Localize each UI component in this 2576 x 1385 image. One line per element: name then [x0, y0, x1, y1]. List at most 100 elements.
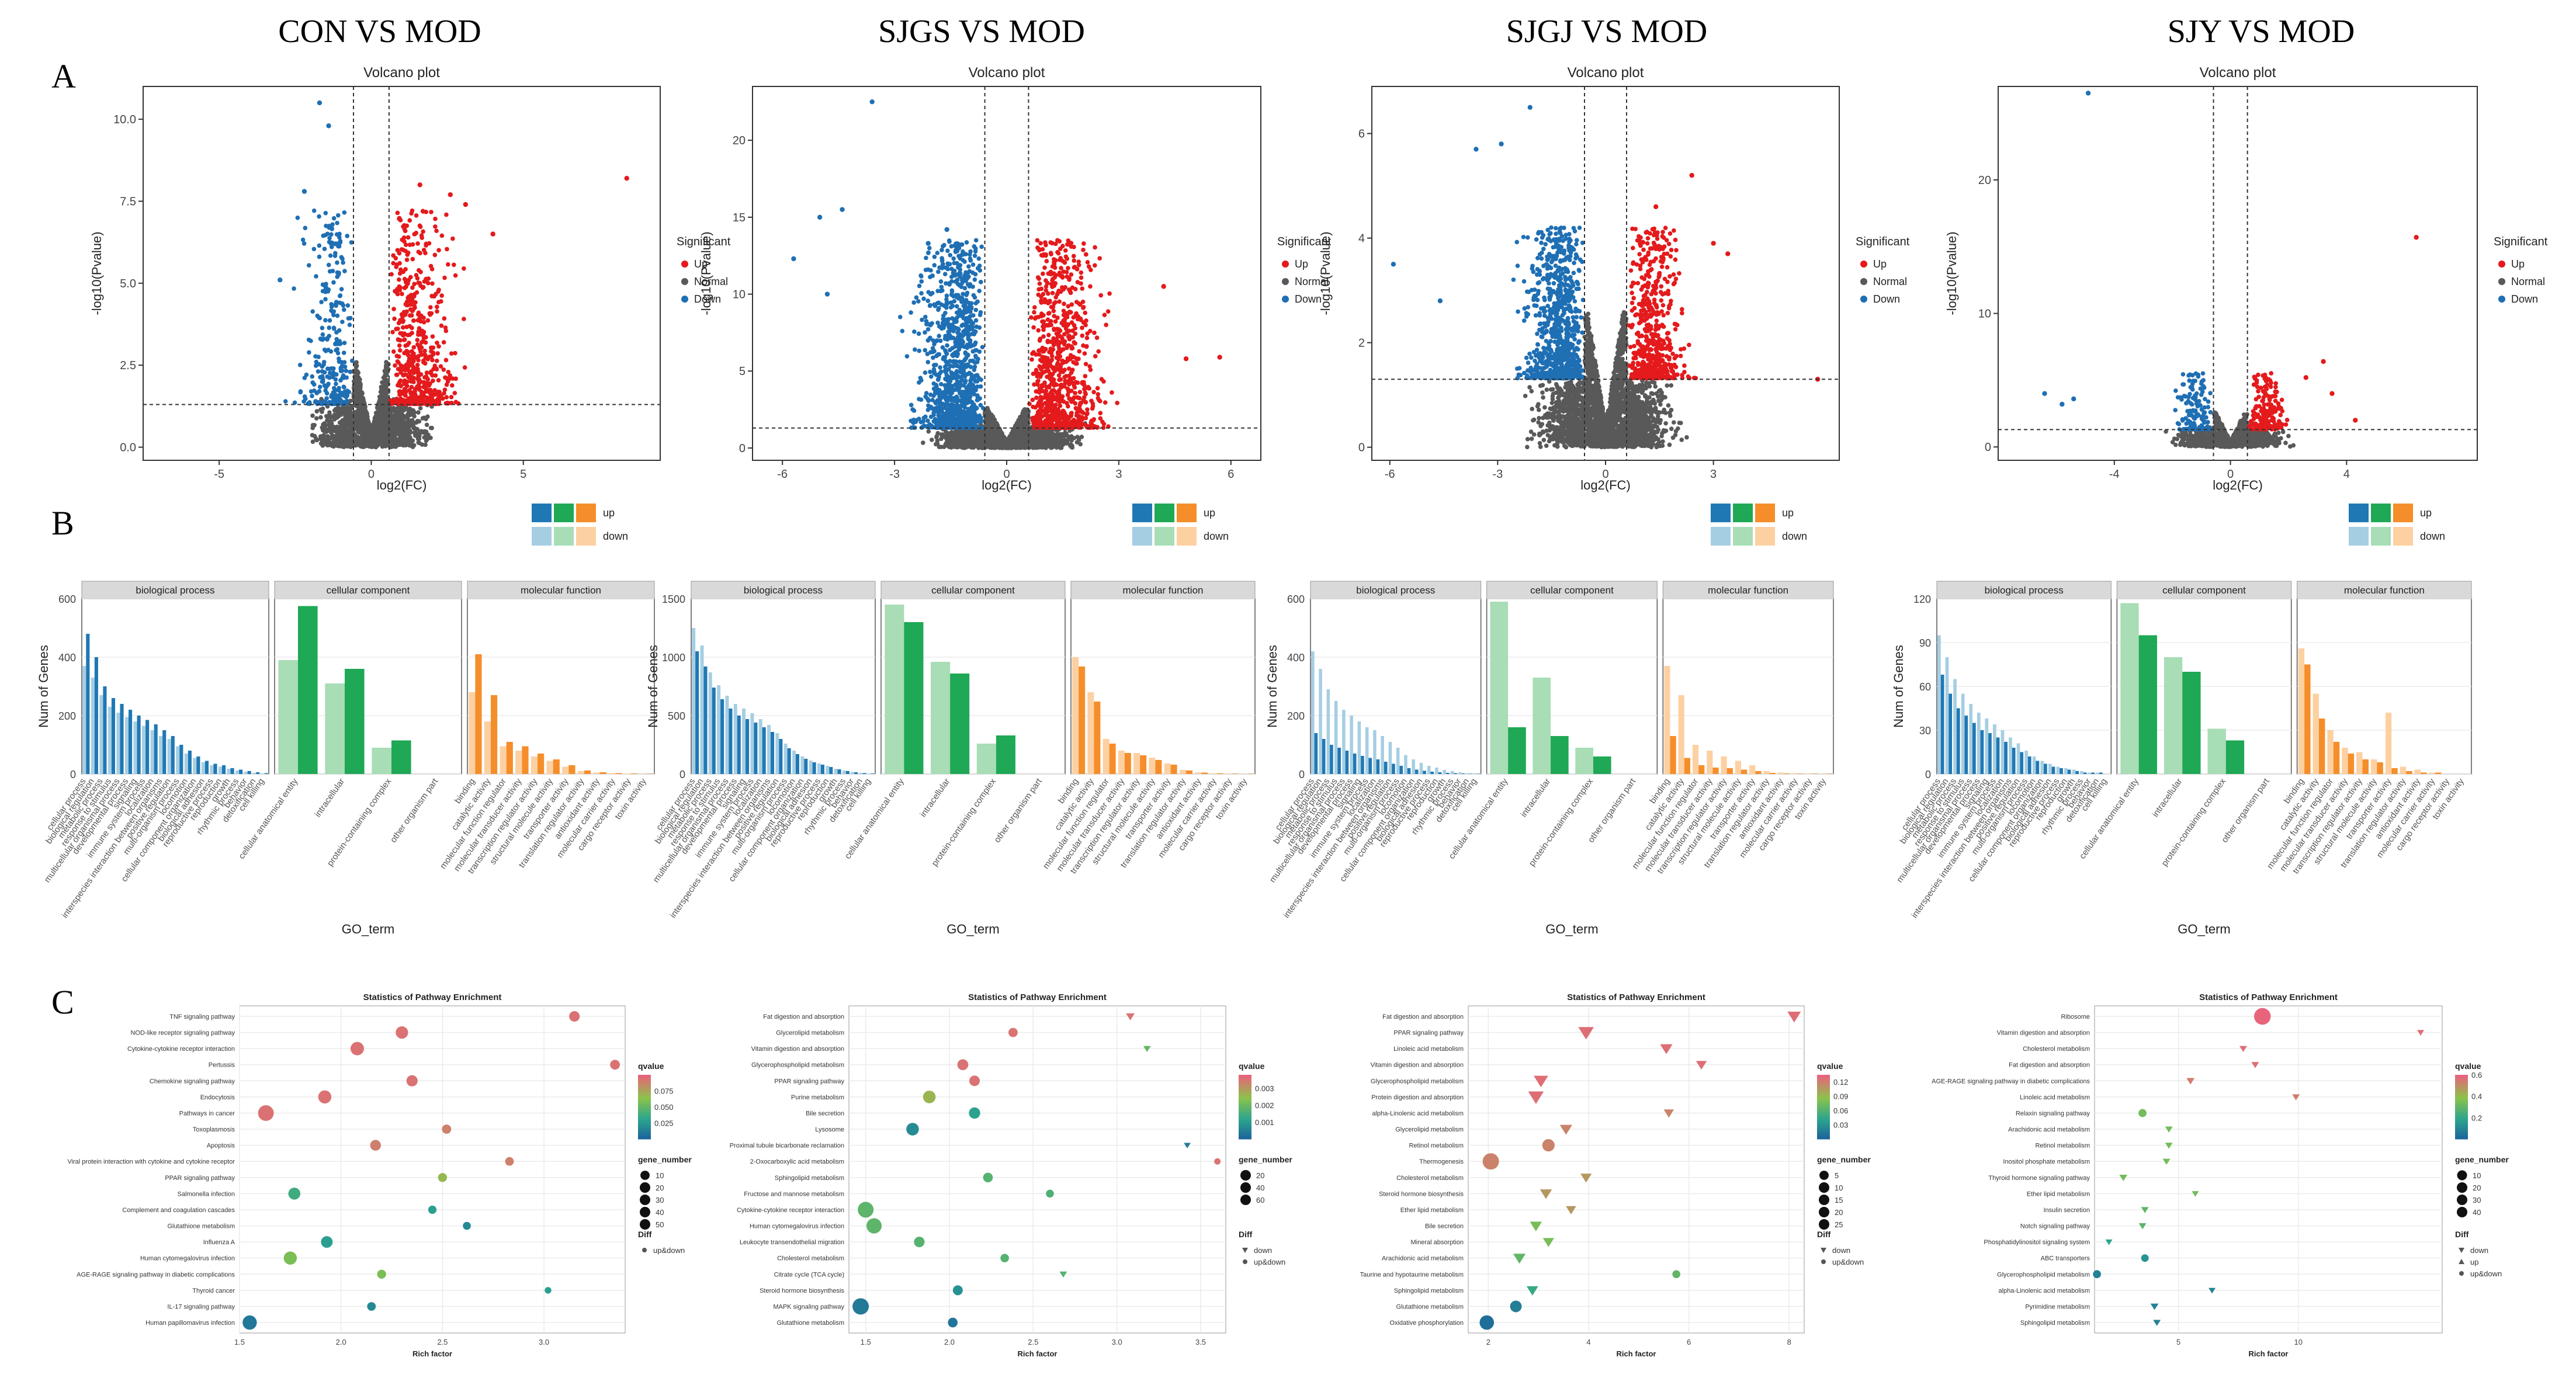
volcano-point-normal [1010, 435, 1014, 440]
volcano-point-up [403, 332, 408, 337]
volcano-point-up [398, 267, 403, 272]
volcano-point-up [401, 364, 407, 369]
volcano-ytick-label: 0.0 [120, 442, 136, 454]
volcano-point-normal [377, 397, 382, 402]
volcano-point-up [1052, 314, 1057, 318]
volcano-point-up [434, 358, 439, 363]
volcano-point-down [313, 354, 318, 359]
volcano-point-up [417, 401, 422, 407]
volcano-point-up [419, 235, 424, 240]
volcano-point-down [323, 318, 328, 323]
volcano-point-normal [979, 445, 983, 450]
volcano-point-up [1082, 351, 1087, 356]
volcano-point-normal [1057, 441, 1062, 446]
volcano-point-up [411, 380, 416, 384]
volcano-point-up [450, 236, 455, 241]
volcano-point-down [337, 339, 342, 343]
comparison-title-sjgj: SJGJ VS MOD [1506, 13, 1707, 50]
volcano-xtick-label: 0 [1003, 468, 1010, 481]
volcano-point-up [1072, 258, 1077, 263]
volcano-point-up [1088, 284, 1093, 289]
volcano-point-down [338, 240, 343, 245]
volcano-point-down [327, 318, 332, 323]
volcano-point-normal [929, 438, 934, 442]
volcano-point-up [1052, 265, 1058, 270]
volcano-point-normal [401, 438, 406, 443]
volcano-point-down [320, 379, 325, 384]
volcano-point-normal [965, 439, 970, 444]
volcano-point-up [431, 379, 435, 383]
volcano-title: Volcano plot [969, 65, 1045, 81]
volcano-point-normal [345, 438, 350, 442]
volcano-point-normal [323, 424, 328, 429]
volcano-point-up [410, 349, 414, 354]
volcano-point-outlier [624, 175, 629, 181]
volcano-point-down [326, 262, 331, 268]
volcano-point-normal [944, 442, 949, 447]
volcano-point-normal [1079, 435, 1084, 439]
volcano-point-down [328, 253, 333, 258]
volcano-point-up [1095, 386, 1100, 391]
volcano-point-down [339, 287, 344, 291]
volcano-point-up [394, 396, 399, 401]
volcano-point-up [1094, 335, 1100, 341]
volcano-point-up [445, 247, 449, 252]
volcano-point-normal [959, 445, 965, 450]
volcano-point-up [417, 280, 422, 286]
volcano-point-up [429, 293, 434, 298]
comparison-title-sjy: SJY VS MOD [2168, 13, 2355, 50]
volcano-point-up [1036, 379, 1041, 383]
volcano-point-down [295, 216, 300, 220]
volcano-point-up [430, 373, 435, 378]
volcano-point-normal [424, 422, 429, 428]
volcano-point-normal [1064, 441, 1069, 446]
volcano-point-up [453, 273, 458, 278]
volcano-point-down [331, 280, 336, 285]
volcano-point-up [429, 210, 434, 214]
volcano-point-normal [1013, 439, 1017, 445]
volcano-point-down [330, 226, 334, 231]
volcano-point-up [414, 230, 418, 235]
volcano-point-up [421, 360, 426, 365]
volcano-point-down [297, 362, 303, 367]
volcano-point-normal [1022, 445, 1027, 450]
volcano-point-up [416, 268, 421, 273]
volcano-point-up [1076, 262, 1081, 268]
volcano-point-down [331, 390, 336, 395]
volcano-point-up [1095, 392, 1101, 397]
volcano-point-down [311, 382, 317, 387]
volcano-point-normal [333, 429, 338, 434]
volcano-point-down [302, 376, 307, 380]
volcano-point-normal [345, 411, 351, 416]
volcano-point-down [348, 369, 353, 374]
volcano-point-down [324, 396, 329, 401]
volcano-point-up [1066, 238, 1071, 243]
volcano-point-up [451, 262, 456, 268]
volcano-point-up [421, 209, 425, 214]
volcano-point-normal [371, 440, 376, 446]
volcano-point-up [407, 218, 412, 223]
volcano-xtick-label: -5 [214, 468, 224, 481]
volcano-point-down [320, 332, 325, 337]
volcano-point-up [415, 312, 421, 317]
volcano-point-up [410, 362, 415, 367]
volcano-point-up [429, 390, 434, 395]
volcano-point-normal [423, 442, 428, 447]
volcano-point-down [334, 381, 338, 387]
volcano-point-up [1056, 357, 1061, 362]
volcano-point-up [1030, 397, 1035, 402]
volcano-point-up [397, 271, 403, 276]
volcano-point-normal [394, 432, 400, 436]
volcano-point-up [1068, 290, 1073, 296]
volcano-point-up [1105, 309, 1111, 314]
volcano-point-normal [994, 438, 999, 443]
volcano-point-normal [920, 440, 925, 445]
volcano-point-normal [383, 431, 389, 435]
volcano-point-up [392, 316, 397, 321]
volcano-point-up [397, 343, 402, 348]
volcano-point-down [320, 325, 325, 331]
volcano-point-normal [373, 422, 377, 427]
volcano-point-up [428, 369, 434, 374]
volcano-point-normal [412, 414, 417, 419]
volcano-point-up [394, 353, 400, 359]
